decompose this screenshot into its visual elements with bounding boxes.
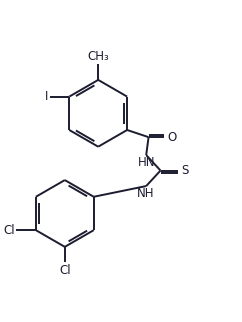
- Text: CH₃: CH₃: [87, 50, 109, 63]
- Text: NH: NH: [137, 187, 154, 200]
- Text: HN: HN: [138, 156, 155, 169]
- Text: Cl: Cl: [3, 224, 15, 237]
- Text: Cl: Cl: [59, 264, 71, 277]
- Text: I: I: [45, 90, 48, 103]
- Text: S: S: [182, 164, 189, 177]
- Text: O: O: [167, 131, 177, 144]
